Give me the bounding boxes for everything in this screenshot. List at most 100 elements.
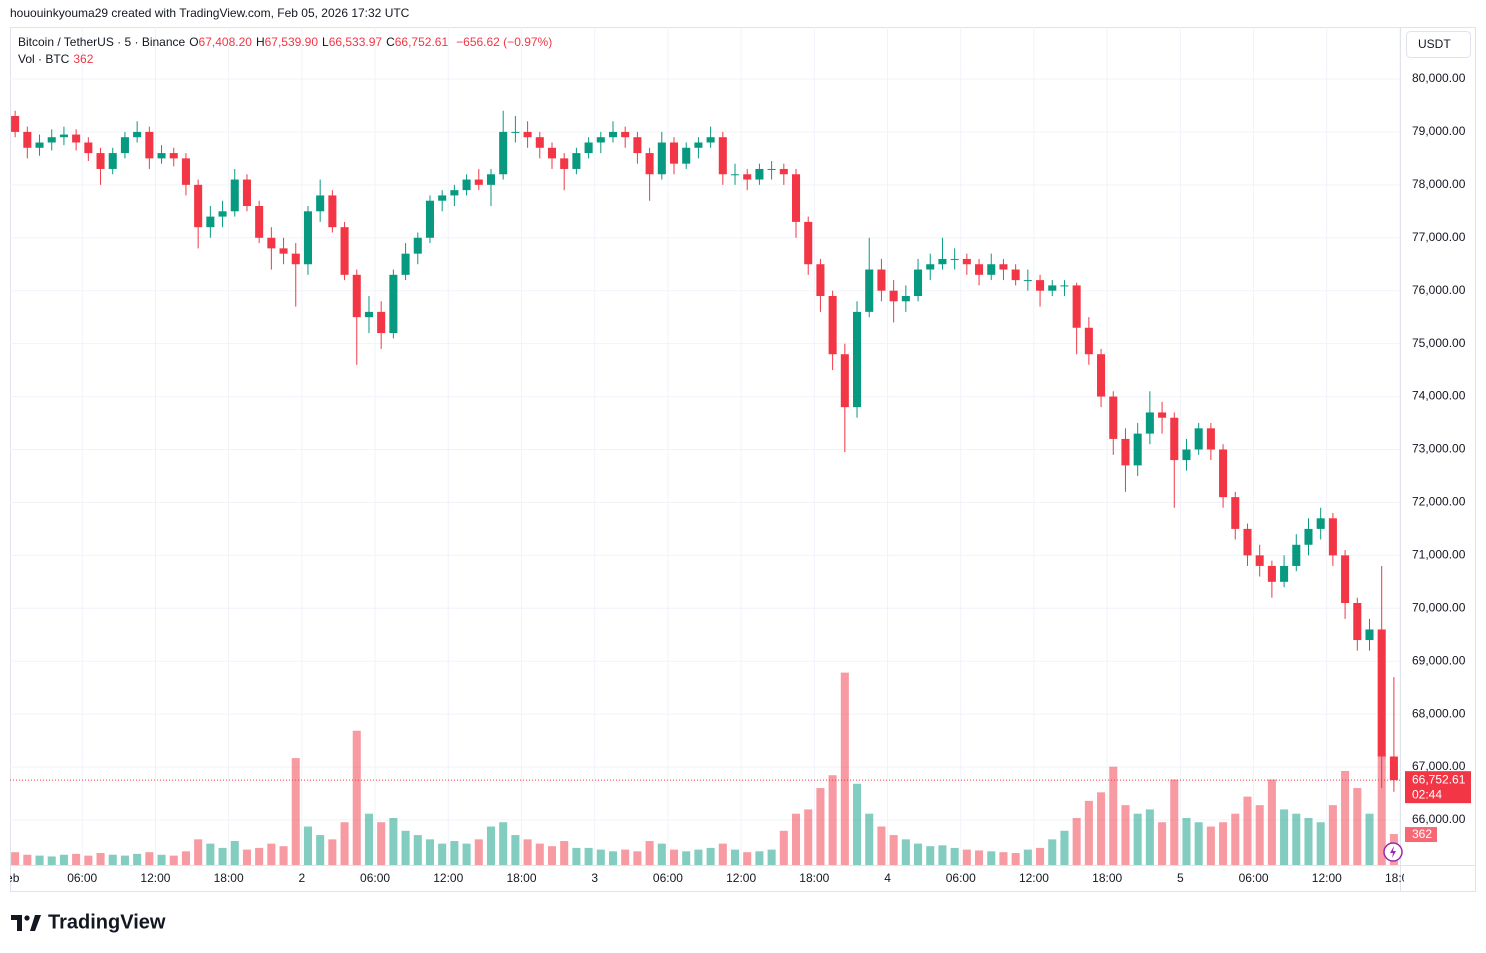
- chart-frame: [10, 27, 1476, 892]
- candle-body: [328, 195, 337, 228]
- volume-bar: [926, 846, 935, 865]
- x-tick-label: 18:00: [799, 871, 829, 885]
- candle-body: [1328, 518, 1337, 556]
- candle-body: [535, 137, 544, 148]
- x-tick-label: 06:00: [360, 871, 390, 885]
- candle-body: [1341, 555, 1350, 603]
- legend: Bitcoin / TetherUS · 5 · Binance O67,408.…: [18, 34, 556, 68]
- candle-body: [59, 134, 68, 138]
- candle-body: [914, 269, 923, 296]
- candle-body: [1182, 449, 1191, 461]
- volume-bar: [255, 847, 264, 865]
- candle-body: [706, 137, 715, 143]
- brand: TradingView: [48, 911, 166, 933]
- volume-bar: [853, 783, 862, 865]
- y-tick-label: 74,000.00: [1412, 389, 1466, 403]
- legend-value: 66,752.61: [394, 35, 449, 49]
- legend-value: 67,408.20: [198, 35, 252, 49]
- volume-bar: [877, 826, 886, 865]
- volume-bar: [730, 849, 740, 865]
- volume-layer: [11, 672, 1398, 865]
- volume-bar: [133, 853, 142, 865]
- candle-body: [962, 258, 971, 265]
- x-tick-label: 2: [299, 871, 306, 885]
- candle-body: [1048, 285, 1057, 291]
- x-tick-label: 18:00: [1092, 871, 1122, 885]
- volume-bar: [572, 847, 581, 865]
- volume-bar: [1048, 839, 1057, 865]
- volume-bar: [291, 758, 300, 865]
- volume-bar: [523, 839, 532, 865]
- ohlc: O67,408.20 H67,539.90 L66,533.97 C66,752.61: [189, 35, 452, 49]
- y-tick-label: 79,000.00: [1412, 124, 1466, 138]
- x-tick-label: 12:00: [140, 871, 170, 885]
- currency-label[interactable]: USDT: [1418, 37, 1451, 51]
- volume-bar: [1219, 822, 1228, 865]
- candle-body: [474, 179, 483, 185]
- volume-bar: [23, 854, 32, 865]
- volume-bar: [11, 852, 20, 865]
- volume-bar: [669, 849, 679, 865]
- volume-bar: [267, 843, 276, 865]
- candle-body: [718, 137, 727, 175]
- volume-bar: [950, 847, 959, 865]
- candle-body: [96, 153, 105, 169]
- candle-body: [352, 274, 361, 318]
- volume-bar: [316, 835, 325, 865]
- volume-bar: [706, 847, 715, 865]
- candle-body: [657, 142, 666, 175]
- volume-bar: [364, 813, 373, 865]
- volume-bar: [1170, 779, 1179, 865]
- candle-body: [950, 258, 959, 260]
- candle-body: [23, 131, 32, 148]
- candle-body: [621, 131, 630, 138]
- candle-body: [511, 131, 520, 133]
- volume-bar: [72, 853, 81, 865]
- candle-body: [218, 211, 227, 217]
- volume-bar: [1231, 813, 1240, 865]
- candle-body: [816, 264, 825, 296]
- candle-body: [1023, 280, 1032, 282]
- candle-body: [120, 137, 129, 154]
- volume-bar: [596, 849, 605, 865]
- candle-body: [1365, 629, 1374, 641]
- currency-button[interactable]: [1406, 31, 1471, 58]
- volume-bar: [535, 843, 544, 865]
- alert-bolt: [1390, 846, 1396, 858]
- volume-bar: [938, 845, 947, 865]
- y-tick-label: 80,000.00: [1412, 71, 1466, 85]
- volume-bar: [377, 822, 386, 865]
- volume-bar: [828, 775, 837, 865]
- y-tick-label: 69,000.00: [1412, 653, 1466, 667]
- volume-bar: [865, 813, 874, 865]
- volume-bar: [340, 822, 349, 865]
- candle-body: [1231, 497, 1240, 529]
- volume-bar: [560, 841, 569, 865]
- candle-body: [499, 131, 508, 175]
- grid: [10, 27, 1400, 865]
- candle-body: [840, 354, 849, 408]
- volume-bar: [474, 839, 483, 865]
- volume-bar: [413, 835, 422, 865]
- x-tick-label: 06:00: [1239, 871, 1269, 885]
- volume-bar: [157, 854, 166, 865]
- volume-bar: [633, 851, 642, 865]
- countdown-label: 02:44: [1412, 787, 1442, 801]
- y-tick-label: 68,000.00: [1412, 706, 1466, 720]
- volume-bar: [1145, 809, 1154, 865]
- volume-bar: [621, 849, 630, 865]
- volume-bar: [779, 830, 788, 865]
- candle-body: [230, 179, 239, 212]
- candle-body: [267, 237, 276, 249]
- volume-bar: [755, 851, 764, 865]
- candle-body: [1158, 412, 1167, 418]
- candle-body: [877, 269, 886, 291]
- volume-bar: [1072, 817, 1081, 865]
- y-tick-label: 71,000.00: [1412, 548, 1466, 562]
- volume-bar: [47, 856, 56, 865]
- candle-body: [413, 237, 422, 254]
- candle-body: [1304, 528, 1313, 545]
- candle-body: [767, 168, 776, 170]
- candle-body: [828, 295, 837, 355]
